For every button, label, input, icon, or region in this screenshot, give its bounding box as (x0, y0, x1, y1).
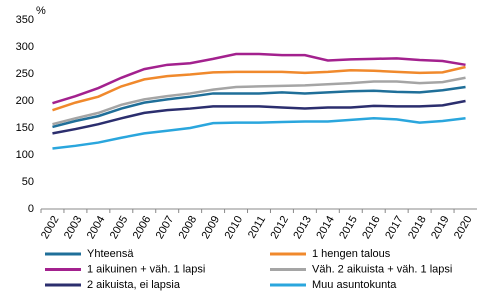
x-tick-label: 2019 (429, 214, 452, 241)
series-line (52, 99, 466, 135)
x-tick-label: 2003 (62, 214, 85, 241)
x-tick-label: 2020 (452, 214, 475, 241)
series-line (52, 52, 466, 105)
x-tick-label: 2007 (154, 214, 177, 241)
series-line (52, 117, 466, 150)
x-tick-label: 2004 (85, 214, 108, 241)
series-line (52, 65, 466, 112)
legend-label: Väh. 2 aikuista + väh. 1 lapsi (312, 263, 452, 275)
legend-label: 2 aikuista, ei lapsia (87, 279, 181, 291)
x-tick-label: 2008 (177, 214, 200, 241)
x-tick-label: 2018 (406, 214, 429, 241)
x-tick-label: 2006 (131, 214, 154, 241)
x-tick-label: 2015 (337, 214, 360, 241)
y-tick-label: 300 (16, 41, 34, 53)
x-tick-label: 2005 (108, 214, 131, 241)
legend-label: Muu asuntokunta (312, 279, 397, 291)
legend-label: 1 aikuinen + väh. 1 lapsi (87, 263, 205, 275)
x-tick-label: 2009 (200, 214, 223, 241)
y-axis-label: % (36, 5, 46, 17)
x-tick-label: 2011 (246, 214, 268, 240)
x-tick-label: 2013 (291, 214, 314, 241)
series-line (52, 85, 466, 129)
y-tick-label: 50 (22, 176, 34, 188)
x-tick-label: 2014 (314, 214, 337, 241)
legend-label: Yhteensä (87, 248, 134, 260)
x-tick-label: 2010 (223, 214, 246, 241)
x-tick-label: 2016 (360, 214, 383, 241)
y-tick-label: 200 (16, 95, 34, 107)
series-line (52, 76, 466, 126)
legend-label: 1 hengen talous (312, 248, 391, 260)
x-tick-label: 2002 (39, 214, 62, 241)
y-tick-label: 100 (16, 149, 34, 161)
y-tick-label: 250 (16, 68, 34, 80)
y-tick-label: 0 (28, 203, 34, 215)
x-tick-label: 2012 (268, 214, 291, 241)
y-tick-label: 150 (16, 122, 34, 134)
y-tick-label: 350 (16, 14, 34, 26)
x-tick-label: 2017 (383, 214, 406, 241)
